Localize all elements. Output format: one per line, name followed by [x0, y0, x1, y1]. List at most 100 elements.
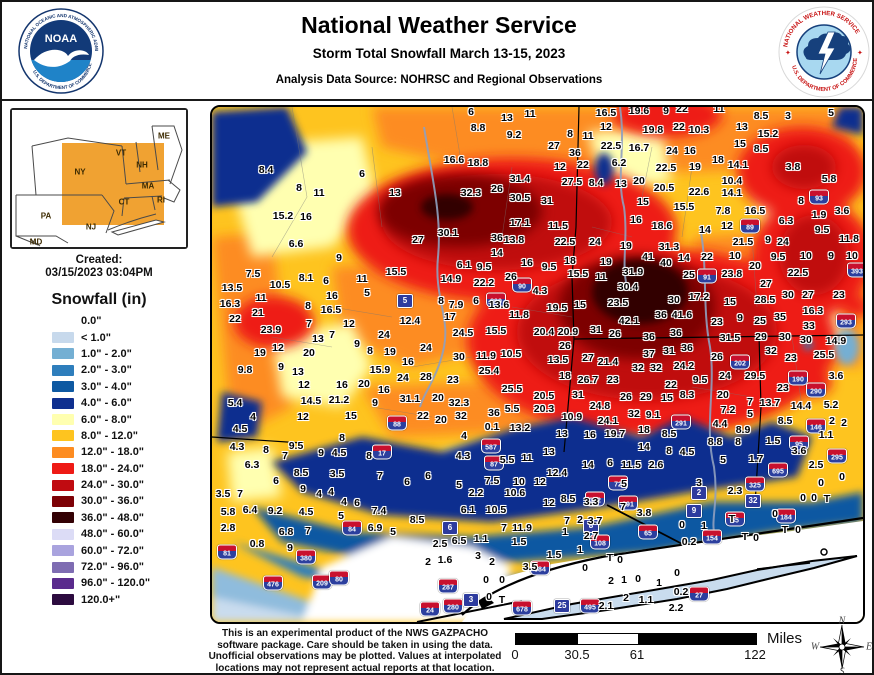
route-shield-9: 9 [686, 504, 702, 518]
snowfall-observation: 0 [818, 477, 824, 489]
route-shield-93: 93 [809, 189, 829, 205]
legend-row: 36.0" - 48.0" [52, 510, 202, 526]
legend-label: 18.0" - 24.0" [81, 462, 145, 475]
route-shield-890: 890 [486, 292, 506, 308]
snowfall-observation: 30.1 [437, 227, 459, 239]
snowfall-observation: 14 [582, 459, 594, 471]
snowfall-observation: 15 [574, 299, 586, 311]
route-shield-90: 90 [512, 277, 532, 293]
route-shield-91: 91 [697, 268, 717, 284]
snowfall-observation: 13.5 [547, 354, 569, 366]
snowfall-observation: 7 [329, 329, 335, 341]
snowfall-observation: 10 [846, 250, 858, 262]
snowfall-observation: 0 [617, 554, 623, 566]
snowfall-observation: 3.5 [215, 488, 231, 500]
snowfall-observation: 19 [254, 347, 266, 359]
snowfall-observation: 10.5 [269, 279, 291, 291]
scale-unit-label: Miles [767, 630, 803, 647]
snowfall-observation: 13 [615, 178, 627, 190]
legend-swatch [52, 594, 74, 606]
route-shield-684: 684 [530, 560, 550, 576]
snowfall-observation: 24.8 [589, 400, 611, 412]
route-shield-108: 108 [590, 534, 610, 550]
snowfall-observation: 16 [378, 384, 390, 396]
snowfall-observation: 2 [577, 514, 583, 526]
snowfall-observation: 0 [800, 492, 806, 504]
legend-label: 36.0" - 48.0" [81, 511, 145, 524]
snowfall-observation: 28 [420, 371, 432, 383]
snowfall-observation: 1 [621, 574, 627, 586]
snowfall-observation: 22.5 [787, 267, 809, 279]
legend-swatch [52, 545, 74, 557]
snowfall-observation: 1.6 [437, 554, 453, 566]
snowfall-observation: 9.1 [645, 409, 661, 421]
snowfall-observation: 15.5 [385, 266, 407, 278]
legend-row: 48.0" - 60.0" [52, 526, 202, 542]
snowfall-observation: 2.8 [220, 522, 236, 534]
snowfall-observation: 3.8 [785, 161, 801, 173]
snowfall-observation: 1 [562, 526, 568, 538]
snowfall-observation: 7.5 [484, 475, 500, 487]
snowfall-observation: 9 [372, 397, 378, 409]
snowfall-observation: 6 [425, 470, 431, 482]
compass-n: N [838, 615, 846, 627]
compass-w: W [810, 641, 820, 653]
route-shield-495: 495 [580, 598, 600, 614]
legend-row: 3.0" - 4.0" [52, 379, 202, 395]
snowfall-observation: 24 [666, 145, 678, 157]
snowfall-observation: 37 [643, 348, 655, 360]
snowfall-observation: 4 [461, 430, 467, 442]
legend-label: < 1.0" [81, 331, 111, 344]
snowfall-observation: 25.4 [478, 365, 500, 377]
snowfall-observation: 36 [488, 407, 500, 419]
snowfall-observation: 13 [543, 446, 555, 458]
snowfall-observation: 13 [556, 428, 568, 440]
snowfall-observation: 27 [760, 278, 772, 290]
snowfall-observation: 23.5 [607, 297, 629, 309]
snowfall-observation: 14.1 [727, 159, 749, 171]
snowfall-observation: 18.6 [651, 220, 673, 232]
snowfall-observation: 6.2 [611, 157, 627, 169]
snowfall-observation: 13 [501, 112, 513, 124]
snowfall-observation: 10.9 [561, 411, 583, 423]
snowfall-observation: 0 [483, 574, 489, 586]
snowfall-observation: 26 [505, 271, 517, 283]
snowfall-observation: 19.5 [546, 302, 568, 314]
snowfall-observation: 24 [589, 236, 601, 248]
snowfall-observation: 2 [623, 592, 629, 604]
inset-state-label-ny: NY [74, 167, 86, 177]
snowfall-observation: 8 [296, 182, 302, 194]
snowfall-observation: 9 [300, 483, 306, 495]
snowfall-observation: 6.8 [278, 526, 294, 538]
snowfall-observation: 30.5 [509, 192, 531, 204]
snowfall-observation: 16 [630, 214, 642, 226]
snowfall-observation: 27 [582, 352, 594, 364]
scale-segment [578, 634, 638, 644]
snowfall-observation: 6 [473, 295, 479, 307]
snowfall-observation: 15 [734, 138, 746, 150]
snowfall-observation: 5.8 [220, 506, 236, 518]
route-shield-27: 27 [689, 586, 709, 602]
snowfall-observation: 3.3 [583, 496, 599, 508]
snowfall-observation: 41.6 [671, 309, 693, 321]
snowfall-observation: 8.1 [298, 272, 314, 284]
snowfall-observation: 12.4 [399, 315, 421, 327]
snowfall-observation: 6 [404, 476, 410, 488]
snowfall-observation: 23 [607, 374, 619, 386]
snowfall-observation: 20 [358, 378, 370, 390]
legend-swatch [52, 364, 74, 376]
route-shield-72: 72 [608, 475, 628, 491]
snowfall-observation: 27 [412, 234, 424, 246]
snowfall-observation: 16.5 [595, 107, 617, 119]
snowfall-observation: 17 [444, 311, 456, 323]
snowfall-observation: 1.5 [511, 536, 527, 548]
snowfall-observation: 12.4 [546, 467, 568, 479]
snowfall-observation: 22.5 [600, 140, 622, 152]
inset-state-label-md: MD [29, 237, 43, 247]
snowfall-observation: 3.7 [587, 515, 603, 527]
legend-label: 72.0" - 96.0" [81, 561, 145, 574]
snowfall-observation: 31.1 [399, 393, 421, 405]
snowfall-observation: 6 [273, 475, 279, 487]
noaa-logo-icon: NATIONAL OCEANIC AND ATMOSPHERIC ADMINIS… [18, 8, 104, 94]
snowfall-observation: 2 [489, 556, 495, 568]
